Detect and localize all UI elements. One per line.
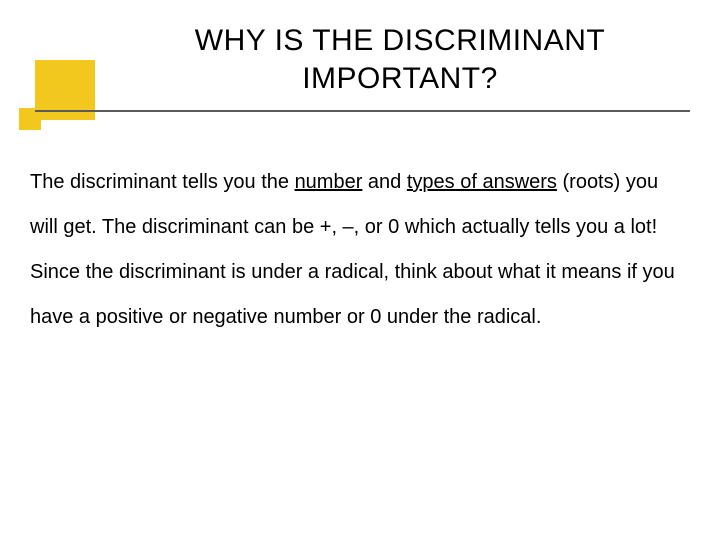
slide-body: The discriminant tells you the number an… [30, 160, 690, 340]
slide: WHY IS THE DISCRIMINANT IMPORTANT? The d… [0, 0, 720, 540]
body-seg-1: number [295, 171, 363, 193]
slide-title: WHY IS THE DISCRIMINANT IMPORTANT? [120, 22, 680, 97]
header-divider [35, 110, 690, 112]
body-seg-0: The discriminant tells you the [30, 171, 295, 193]
header-region: WHY IS THE DISCRIMINANT IMPORTANT? [0, 0, 720, 130]
body-seg-3: types of answers [407, 171, 557, 193]
body-seg-4: (roots) you will get. The discriminant c… [30, 171, 680, 328]
body-seg-2: and [362, 171, 406, 193]
